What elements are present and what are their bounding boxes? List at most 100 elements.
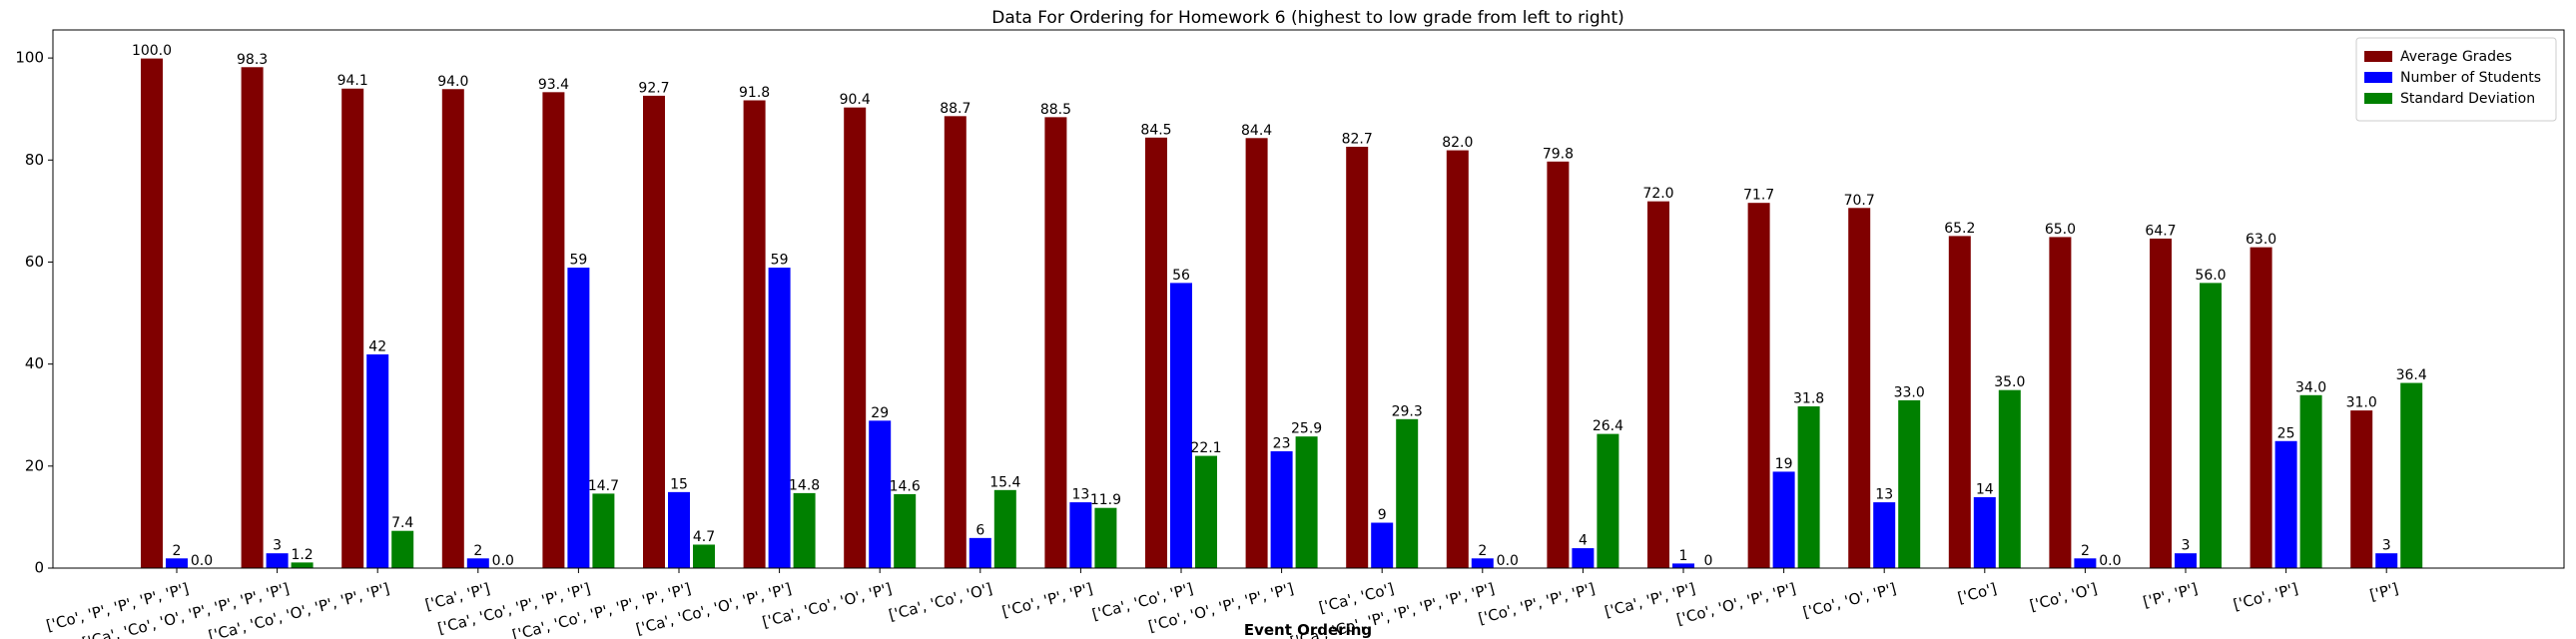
value-label: 13: [1071, 487, 1089, 503]
value-label: 59: [569, 253, 587, 269]
bar: [390, 529, 415, 569]
bar: [792, 491, 817, 569]
value-label: 7.4: [391, 515, 413, 531]
value-label: 65.2: [1944, 221, 1975, 237]
bar: [1144, 136, 1168, 569]
value-label: 42: [368, 338, 386, 354]
value-label: 92.7: [638, 80, 669, 96]
value-label: 3: [2182, 538, 2191, 554]
value-label: 19: [1775, 456, 1793, 472]
bar: [1646, 200, 1670, 569]
value-label: 0.0: [2099, 553, 2121, 569]
value-label: 14.7: [588, 478, 619, 494]
plot-frame: [52, 29, 2565, 569]
legend-swatch: [2364, 93, 2392, 104]
value-label: 3: [2382, 538, 2391, 554]
value-label: 82.0: [1442, 135, 1473, 151]
bar: [2273, 439, 2298, 569]
bar: [265, 552, 290, 569]
y-tick-label: 100: [15, 49, 44, 67]
value-label: 70.7: [1844, 193, 1875, 209]
value-label: 2: [1478, 543, 1487, 559]
bar: [1470, 557, 1495, 569]
value-label: 34.0: [2295, 379, 2326, 395]
value-label: 90.4: [840, 92, 871, 108]
value-label: 31.8: [1793, 391, 1824, 407]
value-label: 100.0: [132, 43, 172, 59]
bar: [1546, 160, 1571, 569]
value-label: 6: [975, 522, 984, 538]
legend-swatch: [2364, 72, 2392, 83]
value-label: 33.0: [1894, 384, 1925, 400]
value-label: 94.1: [337, 73, 368, 89]
x-tick-label: ['Co', 'P', 'P', 'P']: [1477, 579, 1598, 627]
x-axis-label: Event Ordering: [1244, 621, 1372, 639]
value-label: 1.2: [291, 547, 313, 563]
value-label: 31.0: [2346, 395, 2377, 411]
legend-frame: [2355, 37, 2557, 122]
bar: [1445, 149, 1470, 569]
value-label: 65.0: [2045, 222, 2076, 238]
bar: [1771, 470, 1796, 569]
x-tick-label: ['P', 'P']: [2141, 579, 2200, 611]
value-label: 26.4: [1593, 418, 1623, 434]
value-label: 4.7: [693, 529, 715, 545]
bar: [566, 267, 591, 569]
y-tick-label: 40: [25, 354, 44, 372]
value-label: 36.4: [2396, 367, 2427, 383]
value-label: 0: [1704, 553, 1713, 569]
bar: [1947, 235, 1972, 569]
value-label: 25.9: [1291, 421, 1322, 437]
value-label: 9: [1378, 507, 1387, 523]
value-label: 84.4: [1241, 123, 1272, 139]
value-label: 15: [670, 476, 688, 492]
value-label: 35.0: [1994, 374, 2025, 390]
bar: [365, 352, 390, 569]
bar: [1796, 405, 1821, 569]
bar: [2399, 381, 2424, 569]
x-tick-label: ['Co', 'O', 'P']: [1801, 579, 1898, 621]
bar: [742, 99, 767, 569]
bar: [767, 267, 792, 569]
bar: [1093, 506, 1118, 569]
value-label: 2: [473, 543, 482, 559]
legend-label: Average Grades: [2400, 49, 2512, 65]
value-label: 22.1: [1190, 440, 1221, 456]
value-label: 0.0: [1497, 553, 1519, 569]
bar: [992, 488, 1017, 569]
value-label: 64.7: [2145, 223, 2176, 239]
bar: [967, 536, 992, 569]
bar: [692, 543, 716, 569]
value-label: 14: [1976, 481, 1994, 497]
bar: [440, 88, 465, 569]
value-label: 94.0: [437, 74, 468, 90]
x-tick-label: ['P']: [2367, 579, 2400, 604]
value-label: 79.8: [1543, 146, 1574, 162]
bar: [2073, 557, 2098, 569]
value-label: 2: [173, 543, 182, 559]
bar: [1269, 449, 1294, 569]
bar: [1872, 501, 1897, 569]
x-tick-label: ['Co', 'P', 'P']: [1000, 579, 1095, 621]
bar: [465, 557, 490, 569]
value-label: 2: [2081, 543, 2090, 559]
value-label: 15.4: [989, 474, 1020, 490]
y-tick-label: 20: [25, 456, 44, 474]
bar: [1043, 116, 1068, 569]
value-label: 3: [273, 538, 282, 554]
bar: [642, 94, 666, 569]
bar: [893, 492, 918, 569]
x-tick-label: ['Co']: [1956, 579, 1999, 607]
bar: [868, 419, 893, 569]
value-label: 23: [1273, 435, 1291, 451]
bar: [2048, 236, 2073, 569]
bar: [1370, 521, 1395, 569]
bar: [1596, 432, 1620, 569]
x-tick-label: ['Co', 'P']: [2232, 579, 2300, 614]
value-label: 84.5: [1140, 122, 1171, 138]
x-tick-label: ['Ca', 'Co', 'O']: [887, 579, 994, 624]
value-label: 91.8: [739, 85, 770, 101]
bar: [2174, 552, 2198, 569]
bar: [2298, 393, 2323, 569]
y-tick-label: 60: [25, 253, 44, 271]
